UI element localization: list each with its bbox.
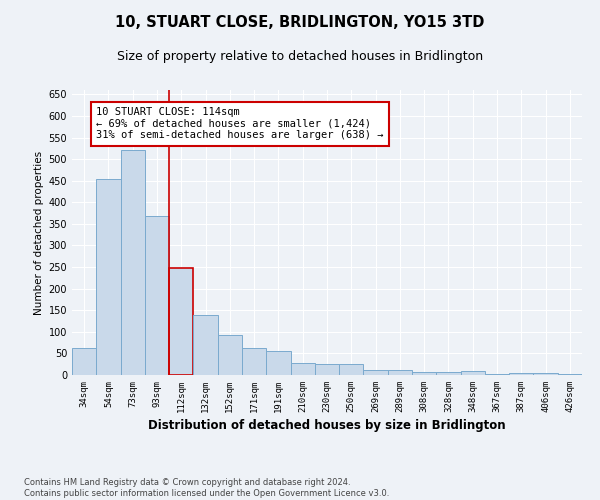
Bar xyxy=(436,372,461,375)
Bar xyxy=(461,370,485,375)
Bar xyxy=(485,374,509,375)
Bar xyxy=(412,372,436,375)
Bar xyxy=(558,374,582,375)
Text: 10 STUART CLOSE: 114sqm
← 69% of detached houses are smaller (1,424)
31% of semi: 10 STUART CLOSE: 114sqm ← 69% of detache… xyxy=(96,108,384,140)
Bar xyxy=(266,351,290,375)
Text: Size of property relative to detached houses in Bridlington: Size of property relative to detached ho… xyxy=(117,50,483,63)
Bar xyxy=(193,314,218,375)
Bar xyxy=(169,268,193,375)
Bar xyxy=(533,373,558,375)
Bar xyxy=(218,336,242,375)
Bar xyxy=(72,348,96,375)
Bar xyxy=(290,363,315,375)
Bar xyxy=(388,370,412,375)
Bar xyxy=(121,150,145,375)
X-axis label: Distribution of detached houses by size in Bridlington: Distribution of detached houses by size … xyxy=(148,419,506,432)
Bar xyxy=(145,216,169,375)
Bar xyxy=(315,364,339,375)
Text: 10, STUART CLOSE, BRIDLINGTON, YO15 3TD: 10, STUART CLOSE, BRIDLINGTON, YO15 3TD xyxy=(115,15,485,30)
Y-axis label: Number of detached properties: Number of detached properties xyxy=(34,150,44,314)
Text: Contains HM Land Registry data © Crown copyright and database right 2024.
Contai: Contains HM Land Registry data © Crown c… xyxy=(24,478,389,498)
Bar xyxy=(339,364,364,375)
Bar xyxy=(96,178,121,375)
Bar xyxy=(509,374,533,375)
Bar xyxy=(364,370,388,375)
Bar xyxy=(242,348,266,375)
